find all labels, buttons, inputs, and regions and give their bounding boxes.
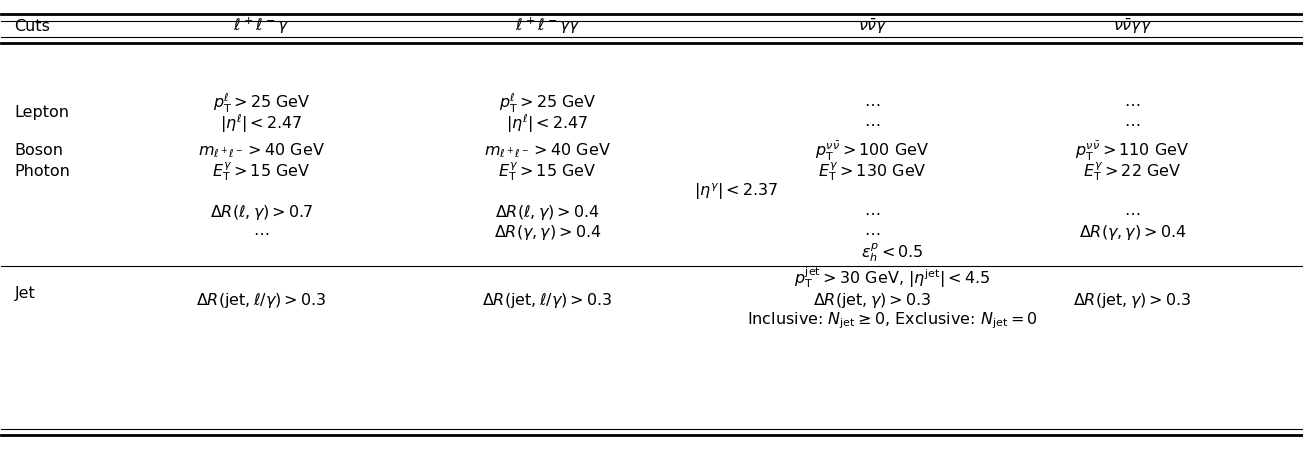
Text: $|\eta^\gamma| < 2.37$: $|\eta^\gamma| < 2.37$	[693, 181, 778, 202]
Text: $\Delta R(\ell, \gamma) > 0.4$: $\Delta R(\ell, \gamma) > 0.4$	[495, 202, 599, 221]
Text: $E_\mathrm{T}^\gamma > 22$ GeV: $E_\mathrm{T}^\gamma > 22$ GeV	[1083, 160, 1182, 182]
Text: $\Delta R(\mathrm{jet}, \ell/\gamma) > 0.3$: $\Delta R(\mathrm{jet}, \ell/\gamma) > 0…	[482, 290, 612, 309]
Text: $p_\mathrm{T}^\ell > 25$ GeV: $p_\mathrm{T}^\ell > 25$ GeV	[499, 91, 597, 115]
Text: $\cdots$: $\cdots$	[1124, 96, 1140, 111]
Text: $m_{\ell^+\ell^-} > 40$ GeV: $m_{\ell^+\ell^-} > 40$ GeV	[198, 142, 324, 160]
Text: $p_\mathrm{T}^\ell > 25$ GeV: $p_\mathrm{T}^\ell > 25$ GeV	[212, 91, 310, 115]
Text: $\nu\bar{\nu}\gamma$: $\nu\bar{\nu}\gamma$	[857, 17, 887, 36]
Text: $|\eta^\ell| < 2.47$: $|\eta^\ell| < 2.47$	[506, 112, 589, 135]
Text: $E_\mathrm{T}^\gamma > 15$ GeV: $E_\mathrm{T}^\gamma > 15$ GeV	[498, 160, 597, 182]
Text: $m_{\ell^+\ell^-} > 40$ GeV: $m_{\ell^+\ell^-} > 40$ GeV	[483, 142, 611, 160]
Text: $\Delta R(\mathrm{jet}, \gamma) > 0.3$: $\Delta R(\mathrm{jet}, \gamma) > 0.3$	[813, 290, 932, 309]
Text: $p_\mathrm{T}^\mathrm{jet} > 30$ GeV, $|\eta^\mathrm{jet}| < 4.5$: $p_\mathrm{T}^\mathrm{jet} > 30$ GeV, $|…	[794, 265, 990, 290]
Text: $\cdots$: $\cdots$	[864, 204, 881, 219]
Text: $\Delta R(\ell, \gamma) > 0.7$: $\Delta R(\ell, \gamma) > 0.7$	[210, 202, 313, 221]
Text: $\cdots$: $\cdots$	[864, 96, 881, 111]
Text: $\epsilon_h^p < 0.5$: $\epsilon_h^p < 0.5$	[861, 241, 924, 264]
Text: $\cdots$: $\cdots$	[1124, 204, 1140, 219]
Text: Inclusive: $N_\mathrm{jet} \geq 0$, Exclusive: $N_\mathrm{jet} = 0$: Inclusive: $N_\mathrm{jet} \geq 0$, Excl…	[747, 310, 1037, 330]
Text: $E_\mathrm{T}^\gamma > 130$ GeV: $E_\mathrm{T}^\gamma > 130$ GeV	[818, 160, 926, 182]
Text: $\cdots$: $\cdots$	[1124, 116, 1140, 131]
Text: Jet: Jet	[14, 286, 35, 301]
Text: $\Delta R(\mathrm{jet}, \ell/\gamma) > 0.3$: $\Delta R(\mathrm{jet}, \ell/\gamma) > 0…	[197, 290, 327, 309]
Text: $\cdots$: $\cdots$	[864, 224, 881, 239]
Text: $p_\mathrm{T}^{\nu\bar{\nu}} > 110$ GeV: $p_\mathrm{T}^{\nu\bar{\nu}} > 110$ GeV	[1075, 139, 1190, 162]
Text: $\ell^+\ell^-\gamma\gamma$: $\ell^+\ell^-\gamma\gamma$	[515, 16, 580, 36]
Text: Cuts: Cuts	[14, 19, 51, 34]
Text: $\Delta R(\mathrm{jet}, \gamma) > 0.3$: $\Delta R(\mathrm{jet}, \gamma) > 0.3$	[1074, 290, 1192, 309]
Text: $\nu\bar{\nu}\gamma\gamma$: $\nu\bar{\nu}\gamma\gamma$	[1113, 17, 1152, 36]
Text: Boson: Boson	[14, 143, 64, 158]
Text: Photon: Photon	[14, 163, 70, 178]
Text: Lepton: Lepton	[14, 105, 69, 120]
Text: $\ell^+\ell^-\gamma$: $\ell^+\ell^-\gamma$	[233, 16, 289, 36]
Text: $E_\mathrm{T}^\gamma > 15$ GeV: $E_\mathrm{T}^\gamma > 15$ GeV	[212, 160, 310, 182]
Text: $\Delta R(\gamma, \gamma) > 0.4$: $\Delta R(\gamma, \gamma) > 0.4$	[494, 222, 602, 242]
Text: $\Delta R(\gamma, \gamma) > 0.4$: $\Delta R(\gamma, \gamma) > 0.4$	[1079, 222, 1187, 242]
Text: $p_\mathrm{T}^{\nu\bar{\nu}} > 100$ GeV: $p_\mathrm{T}^{\nu\bar{\nu}} > 100$ GeV	[816, 139, 929, 162]
Text: $|\eta^\ell| < 2.47$: $|\eta^\ell| < 2.47$	[220, 112, 302, 135]
Text: $\cdots$: $\cdots$	[253, 224, 270, 239]
Text: $\cdots$: $\cdots$	[864, 116, 881, 131]
